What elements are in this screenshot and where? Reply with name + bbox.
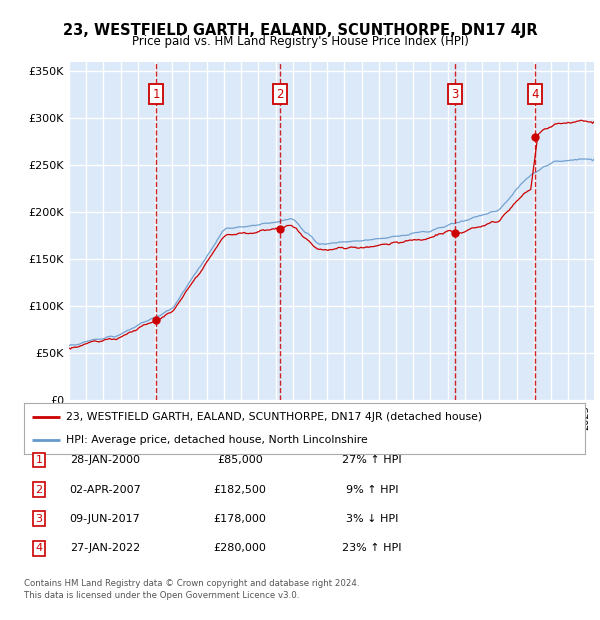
Text: 2: 2	[276, 87, 284, 100]
Text: £182,500: £182,500	[214, 485, 266, 495]
Text: £280,000: £280,000	[214, 543, 266, 553]
Text: 02-APR-2007: 02-APR-2007	[69, 485, 141, 495]
Text: 23, WESTFIELD GARTH, EALAND, SCUNTHORPE, DN17 4JR (detached house): 23, WESTFIELD GARTH, EALAND, SCUNTHORPE,…	[66, 412, 482, 422]
Text: 3: 3	[452, 87, 459, 100]
Text: 27% ↑ HPI: 27% ↑ HPI	[342, 455, 402, 465]
Text: 23, WESTFIELD GARTH, EALAND, SCUNTHORPE, DN17 4JR: 23, WESTFIELD GARTH, EALAND, SCUNTHORPE,…	[62, 23, 538, 38]
Text: 4: 4	[531, 87, 539, 100]
Text: £178,000: £178,000	[214, 514, 266, 524]
Text: 27-JAN-2022: 27-JAN-2022	[70, 543, 140, 553]
Text: 3: 3	[35, 514, 43, 524]
Text: HPI: Average price, detached house, North Lincolnshire: HPI: Average price, detached house, Nort…	[66, 435, 368, 445]
Text: 4: 4	[35, 543, 43, 553]
Text: 2: 2	[35, 485, 43, 495]
Text: 23% ↑ HPI: 23% ↑ HPI	[342, 543, 402, 553]
Text: £85,000: £85,000	[217, 455, 263, 465]
Text: 1: 1	[35, 455, 43, 465]
Text: Price paid vs. HM Land Registry's House Price Index (HPI): Price paid vs. HM Land Registry's House …	[131, 35, 469, 48]
Text: 9% ↑ HPI: 9% ↑ HPI	[346, 485, 398, 495]
Text: 28-JAN-2000: 28-JAN-2000	[70, 455, 140, 465]
Text: 09-JUN-2017: 09-JUN-2017	[70, 514, 140, 524]
Text: Contains HM Land Registry data © Crown copyright and database right 2024.: Contains HM Land Registry data © Crown c…	[24, 578, 359, 588]
Text: 1: 1	[152, 87, 160, 100]
Text: 3% ↓ HPI: 3% ↓ HPI	[346, 514, 398, 524]
Text: This data is licensed under the Open Government Licence v3.0.: This data is licensed under the Open Gov…	[24, 591, 299, 600]
